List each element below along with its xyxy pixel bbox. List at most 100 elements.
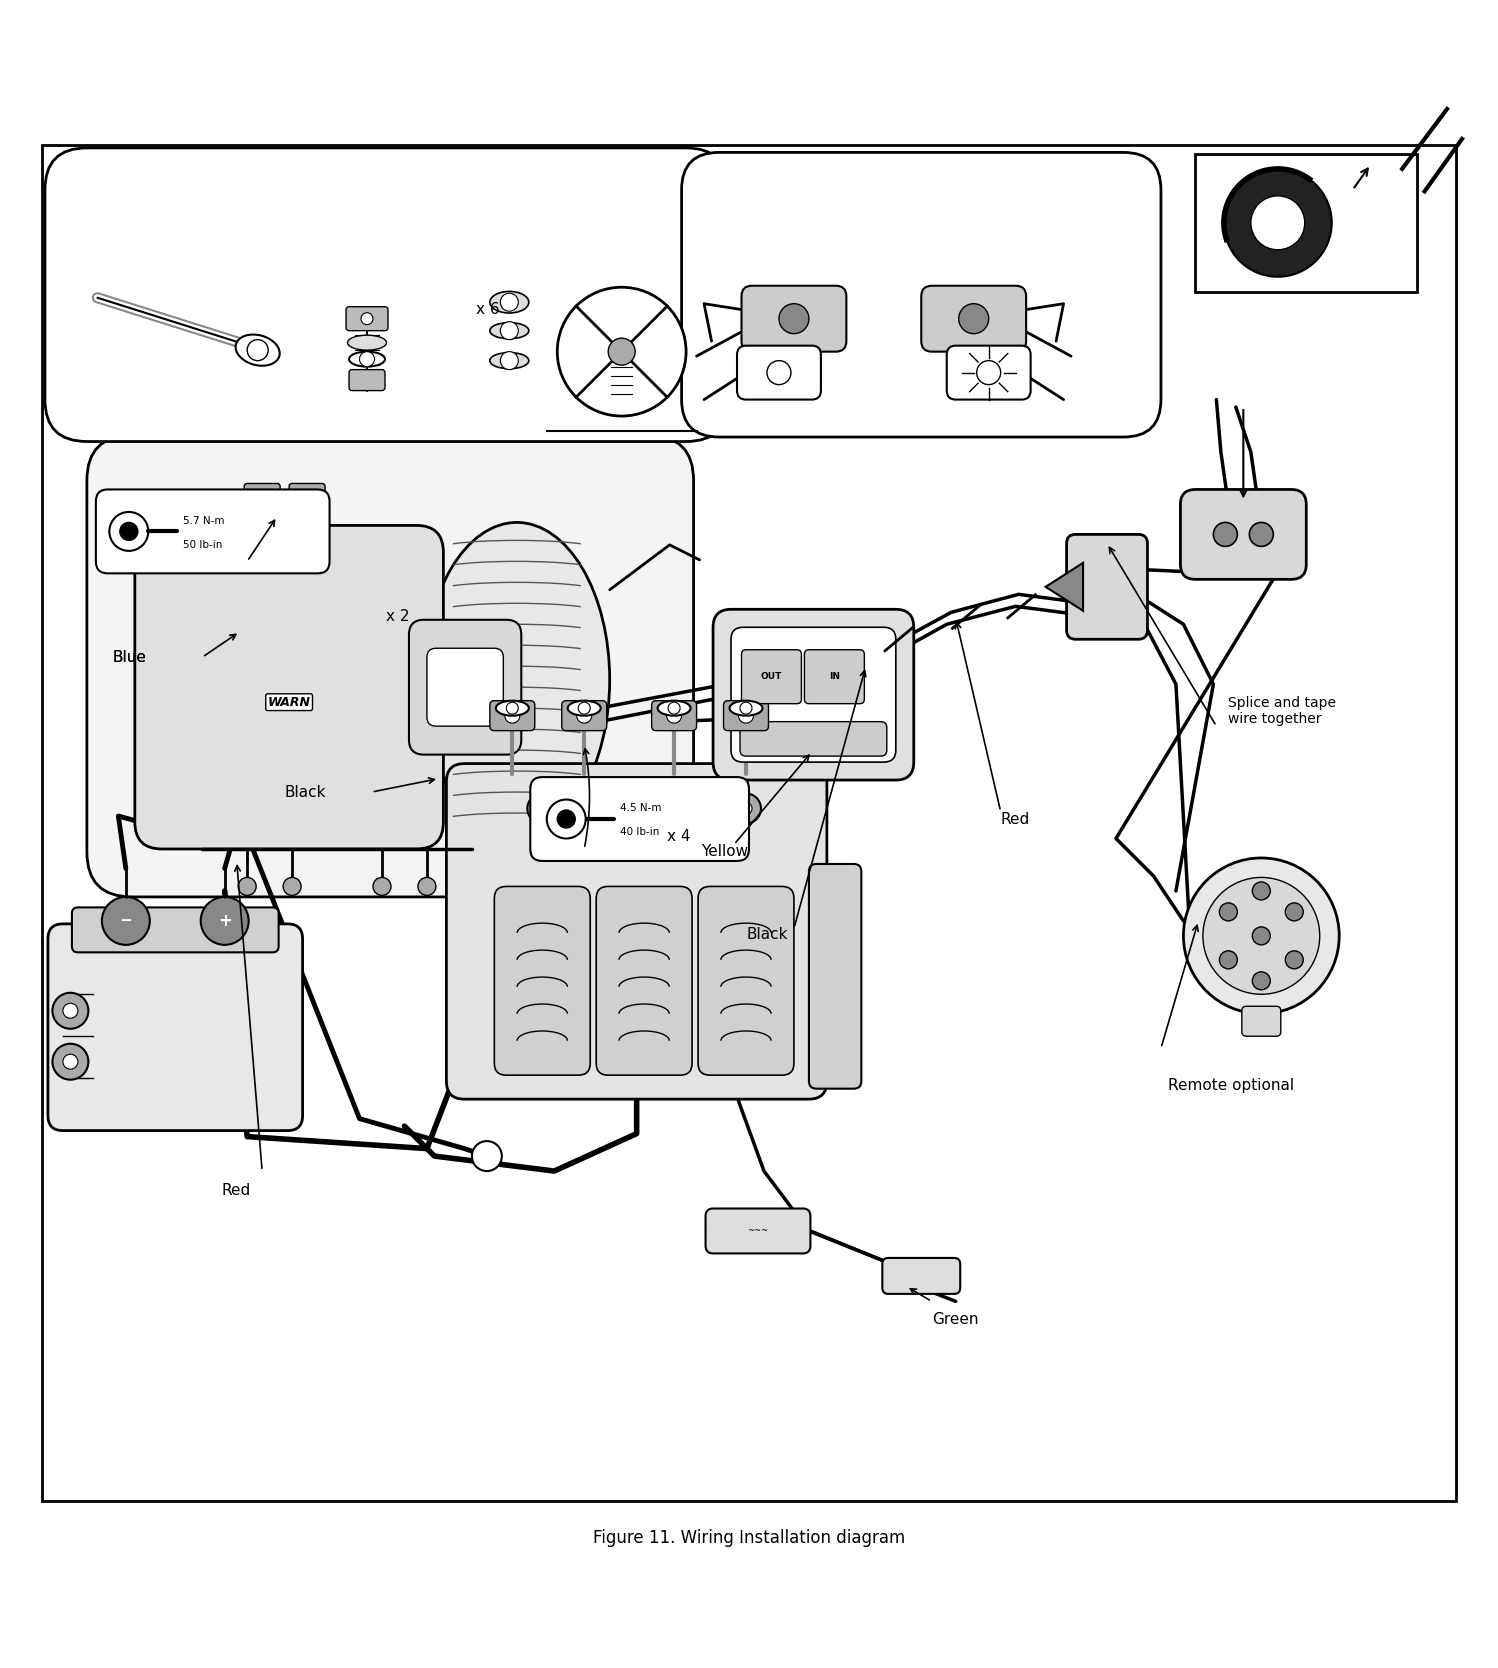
Text: Red: Red: [222, 1183, 252, 1198]
FancyBboxPatch shape: [882, 1258, 960, 1294]
Circle shape: [201, 897, 249, 944]
Circle shape: [740, 702, 752, 714]
Ellipse shape: [730, 701, 762, 716]
Circle shape: [1252, 882, 1270, 901]
Circle shape: [247, 340, 268, 360]
FancyBboxPatch shape: [427, 649, 503, 726]
Circle shape: [1224, 168, 1332, 277]
Text: x 2: x 2: [386, 609, 410, 624]
Text: Splice and tape
wire together: Splice and tape wire together: [1228, 696, 1336, 726]
Text: 40 lb-in: 40 lb-in: [620, 827, 659, 837]
FancyBboxPatch shape: [244, 484, 280, 507]
FancyBboxPatch shape: [530, 777, 749, 861]
Text: WARN: WARN: [268, 696, 310, 709]
Circle shape: [1252, 927, 1270, 944]
FancyBboxPatch shape: [698, 886, 794, 1076]
Circle shape: [500, 294, 518, 312]
Circle shape: [608, 339, 635, 365]
Text: OUT: OUT: [761, 672, 782, 681]
FancyBboxPatch shape: [682, 152, 1161, 437]
FancyBboxPatch shape: [731, 627, 896, 762]
Ellipse shape: [424, 522, 610, 837]
Ellipse shape: [348, 335, 386, 350]
FancyBboxPatch shape: [45, 148, 728, 442]
FancyBboxPatch shape: [490, 701, 535, 731]
Circle shape: [418, 877, 436, 896]
FancyBboxPatch shape: [346, 307, 388, 330]
Circle shape: [739, 709, 753, 724]
Circle shape: [536, 802, 548, 814]
Circle shape: [527, 794, 557, 824]
FancyBboxPatch shape: [1067, 534, 1147, 639]
Circle shape: [63, 1002, 78, 1017]
Text: Remote optional: Remote optional: [1168, 1078, 1294, 1093]
Circle shape: [283, 877, 301, 896]
Circle shape: [506, 702, 518, 714]
Ellipse shape: [490, 292, 529, 314]
FancyBboxPatch shape: [562, 701, 607, 731]
Circle shape: [373, 877, 391, 896]
FancyBboxPatch shape: [409, 620, 521, 754]
FancyBboxPatch shape: [1180, 489, 1306, 579]
Ellipse shape: [235, 335, 280, 365]
Circle shape: [557, 811, 575, 827]
Circle shape: [500, 322, 518, 340]
Circle shape: [361, 312, 373, 325]
Circle shape: [557, 287, 686, 415]
Text: Yellow: Yellow: [701, 844, 748, 859]
Text: Blue: Blue: [112, 651, 147, 666]
FancyBboxPatch shape: [740, 722, 887, 756]
FancyBboxPatch shape: [289, 484, 325, 507]
FancyBboxPatch shape: [809, 864, 861, 1089]
FancyBboxPatch shape: [96, 489, 330, 574]
FancyBboxPatch shape: [446, 764, 827, 1099]
FancyBboxPatch shape: [947, 345, 1031, 400]
FancyBboxPatch shape: [921, 285, 1026, 352]
Ellipse shape: [490, 322, 529, 339]
FancyBboxPatch shape: [742, 651, 801, 704]
Text: 50 lb-in: 50 lb-in: [183, 539, 222, 549]
FancyBboxPatch shape: [494, 886, 590, 1076]
Text: −: −: [120, 914, 132, 929]
Circle shape: [667, 709, 682, 724]
FancyBboxPatch shape: [72, 907, 279, 952]
Text: Figure 11. Wiring Installation diagram: Figure 11. Wiring Installation diagram: [593, 1530, 905, 1546]
Ellipse shape: [490, 352, 529, 369]
Circle shape: [1203, 877, 1320, 994]
Circle shape: [1219, 951, 1237, 969]
FancyBboxPatch shape: [48, 924, 303, 1131]
FancyBboxPatch shape: [652, 701, 697, 731]
Circle shape: [977, 360, 1001, 385]
Text: Red: Red: [1001, 812, 1031, 827]
Text: 5.7 N-m: 5.7 N-m: [183, 515, 225, 525]
Circle shape: [779, 304, 809, 334]
Text: x 6: x 6: [476, 302, 500, 317]
Circle shape: [668, 702, 680, 714]
Circle shape: [740, 802, 752, 814]
Circle shape: [1249, 522, 1273, 547]
FancyBboxPatch shape: [706, 1209, 810, 1253]
FancyBboxPatch shape: [713, 609, 914, 781]
Text: Green: Green: [932, 1311, 978, 1326]
Text: ~~~: ~~~: [748, 1226, 768, 1236]
Circle shape: [1219, 902, 1237, 921]
Circle shape: [547, 799, 586, 839]
Text: x 4: x 4: [667, 829, 691, 844]
Circle shape: [959, 304, 989, 334]
Circle shape: [500, 352, 518, 370]
Text: Blue: Blue: [112, 651, 147, 666]
Circle shape: [1285, 951, 1303, 969]
Circle shape: [63, 1054, 78, 1069]
FancyBboxPatch shape: [135, 525, 443, 849]
Circle shape: [1285, 902, 1303, 921]
FancyBboxPatch shape: [724, 701, 768, 731]
Circle shape: [638, 802, 650, 814]
Circle shape: [1183, 857, 1339, 1014]
FancyBboxPatch shape: [596, 886, 692, 1076]
FancyBboxPatch shape: [1242, 1006, 1281, 1036]
Circle shape: [120, 522, 138, 540]
Circle shape: [577, 709, 592, 724]
Circle shape: [52, 992, 88, 1029]
Circle shape: [472, 1141, 502, 1171]
FancyBboxPatch shape: [804, 651, 864, 704]
